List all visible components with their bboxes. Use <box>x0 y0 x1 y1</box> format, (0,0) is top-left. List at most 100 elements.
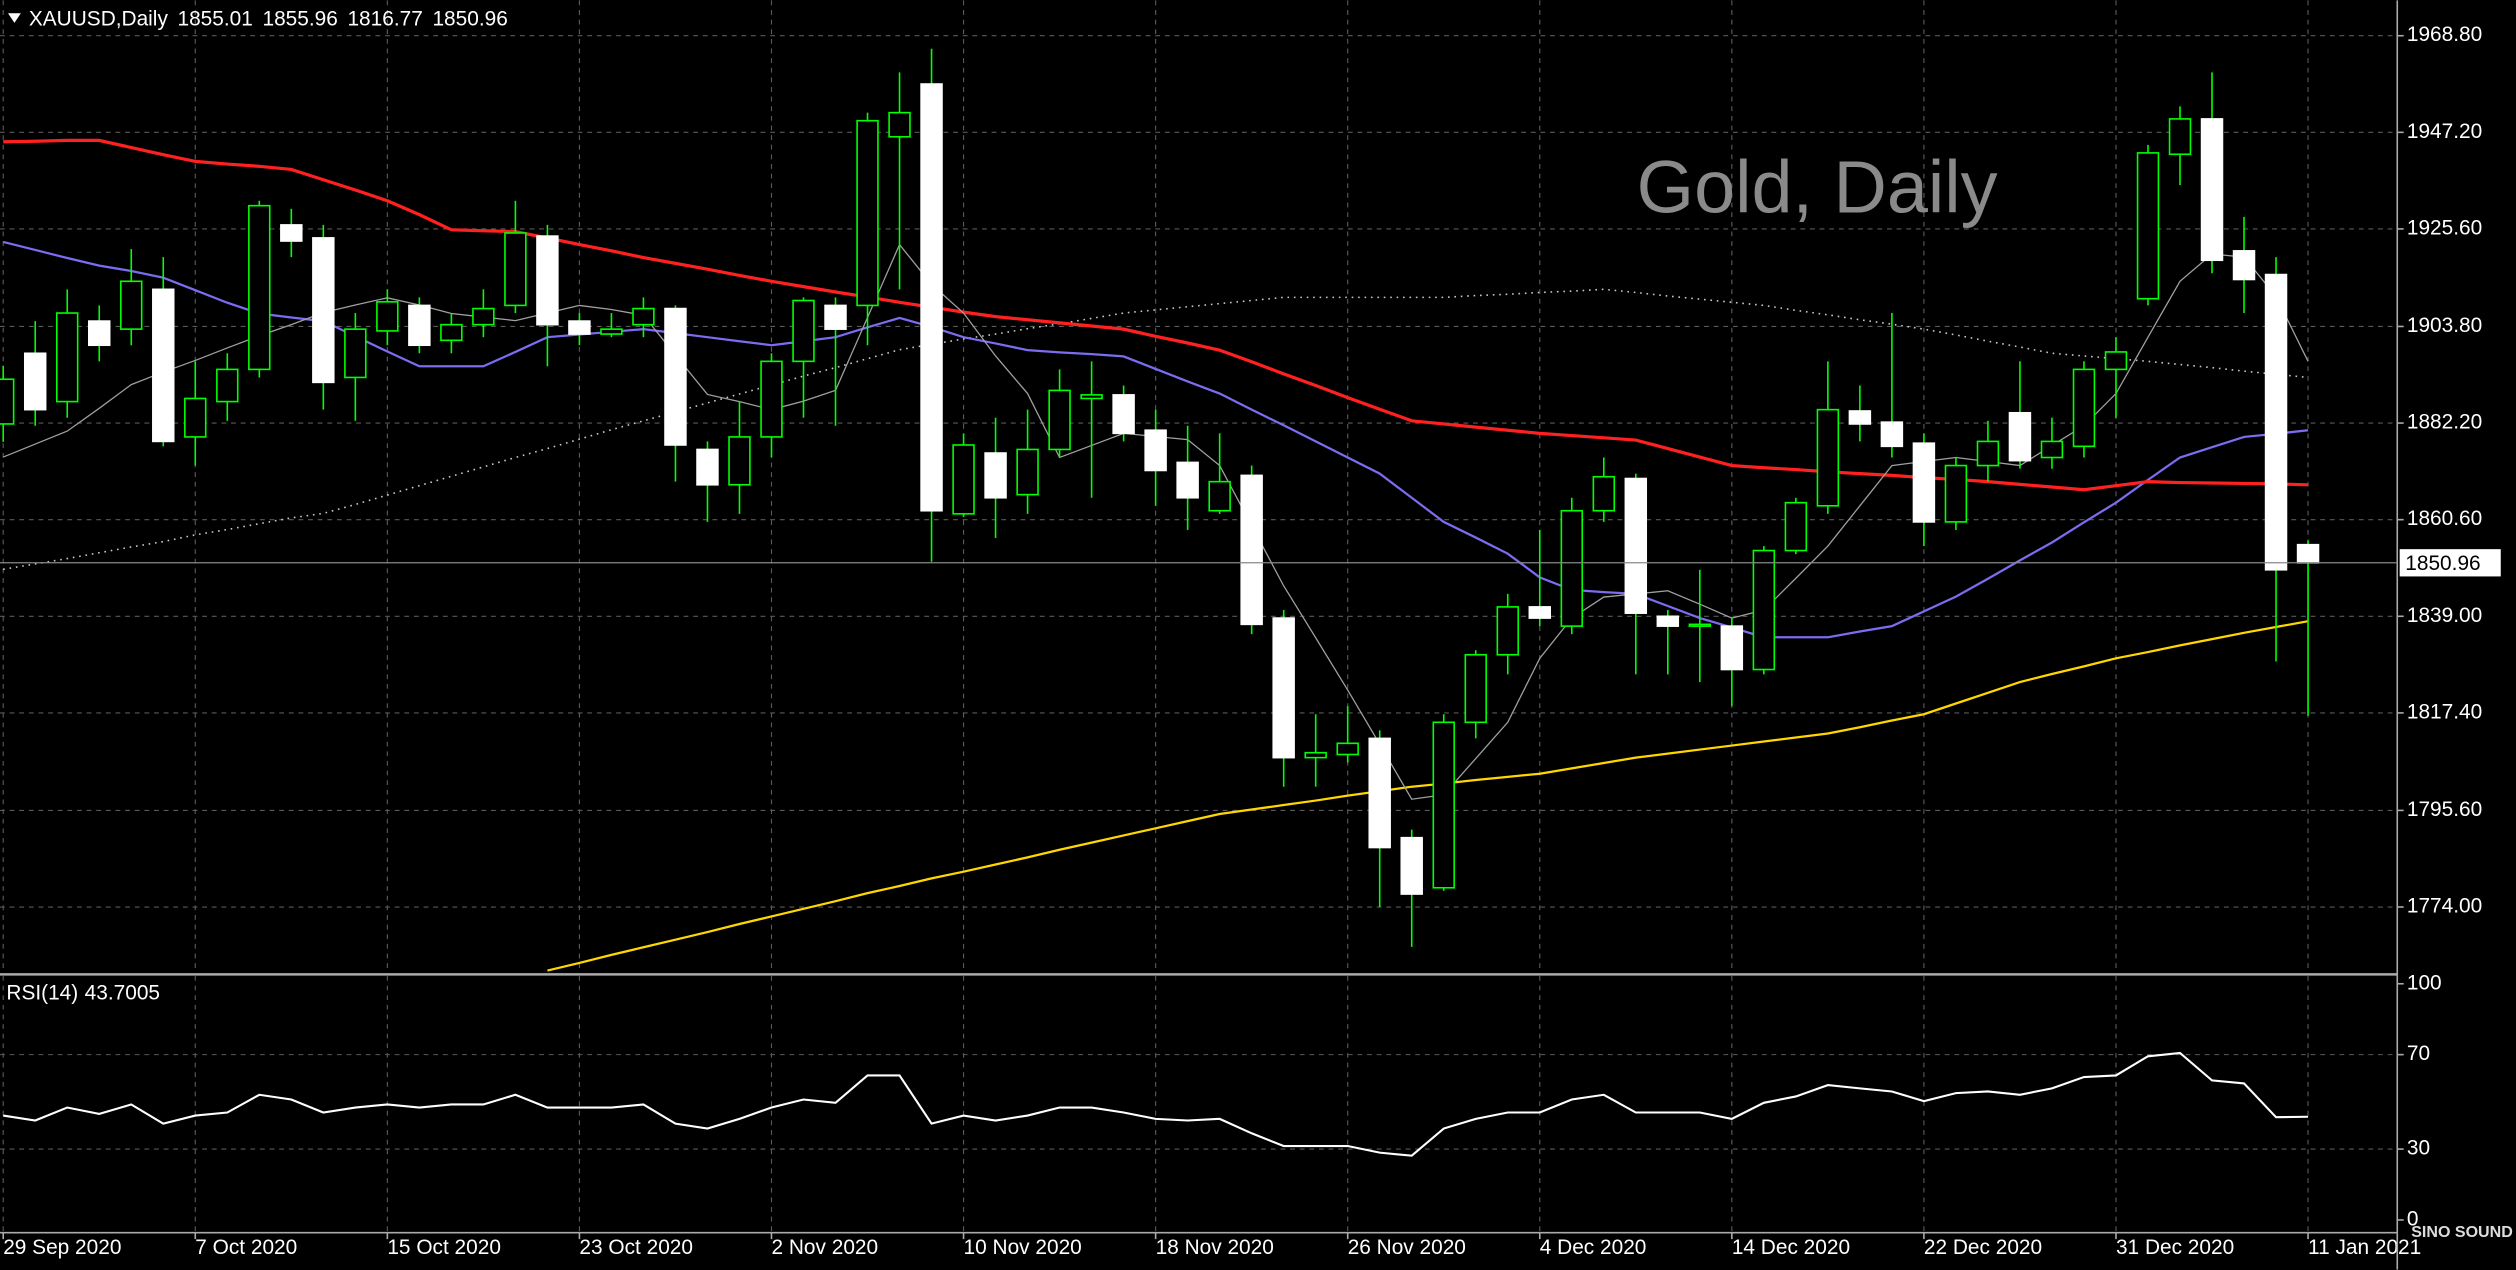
candle-body <box>472 307 495 326</box>
candle-body <box>2264 273 2288 571</box>
x-tick-label: 23 Oct 2020 <box>579 1236 693 1259</box>
y-tick-label: 1774.00 <box>2407 895 2482 918</box>
candle-body <box>568 320 591 335</box>
chart-header: XAUUSD,Daily 1855.01 1855.96 1816.77 1850.96 <box>29 7 508 30</box>
candle-body <box>1880 421 1904 448</box>
candle-body <box>1496 606 1519 656</box>
y-tick-label: 1839.00 <box>2407 604 2482 627</box>
candle-body <box>440 323 463 342</box>
x-tick-label: 31 Dec 2020 <box>2116 1236 2234 1259</box>
candle-body <box>696 448 719 486</box>
symbol: XAUUSD,Daily <box>29 7 169 30</box>
candle-body <box>88 320 111 347</box>
candle-body <box>2136 152 2160 300</box>
ohlc-high: 1855.96 <box>262 7 337 30</box>
indicator-name: RSI(14) <box>6 981 78 1004</box>
ohlc-low: 1816.77 <box>347 7 422 30</box>
candle-body <box>504 232 527 307</box>
candle-body <box>408 304 431 347</box>
candle-body <box>1848 410 1872 425</box>
y-tick-label: 70 <box>2407 1042 2430 1065</box>
candle-body <box>920 83 943 512</box>
y-tick-label: 30 <box>2407 1137 2430 1160</box>
indicator-value: 43.7005 <box>85 981 160 1004</box>
y-tick-label: 1795.60 <box>2407 798 2482 821</box>
x-tick-label: 7 Oct 2020 <box>195 1236 297 1259</box>
candle-body <box>1176 461 1199 499</box>
x-tick-label: 22 Dec 2020 <box>1924 1236 2042 1259</box>
candle-body <box>728 436 751 486</box>
menu-arrow[interactable] <box>8 13 21 23</box>
candle-body <box>952 444 975 515</box>
x-tick-label: 29 Sep 2020 <box>3 1236 121 1259</box>
price-tag-label: 1850.96 <box>2405 552 2480 575</box>
candle-body <box>2168 118 2192 156</box>
candle-body <box>1240 474 1263 626</box>
y-tick-label: 1947.20 <box>2407 120 2482 143</box>
price-tag <box>2398 547 2503 579</box>
candle-body <box>984 452 1007 499</box>
x-tick-label: 15 Oct 2020 <box>387 1236 501 1259</box>
candle-body <box>664 307 687 446</box>
ohlc-close: 1850.96 <box>432 7 507 30</box>
candle-body <box>792 299 815 363</box>
y-tick-label: 1903.80 <box>2407 314 2482 337</box>
candles <box>0 48 2320 947</box>
candle-body <box>23 352 47 411</box>
candle-body <box>1464 653 1487 724</box>
moving-average <box>547 620 2309 972</box>
candle-body <box>1304 751 1327 759</box>
candle-body <box>824 304 847 330</box>
y-tick-label: 1860.60 <box>2407 507 2482 530</box>
candle-body <box>2296 543 2320 564</box>
candle-body <box>280 224 303 242</box>
candle-body <box>1912 442 1936 523</box>
candle-body <box>760 360 783 438</box>
candle-body <box>312 237 335 384</box>
rsi-line <box>3 1051 2309 1157</box>
logo: SINO SOUND <box>2411 1223 2513 1241</box>
x-tick-label: 18 Nov 2020 <box>1156 1236 1274 1259</box>
candle-body <box>1624 477 1648 614</box>
candle-body <box>600 328 623 335</box>
candle-body <box>0 378 15 425</box>
candle-body <box>1048 389 1071 451</box>
candle-body <box>1016 448 1039 496</box>
candle-body <box>1944 464 1968 523</box>
candle-body <box>536 235 559 326</box>
y-tick-label: 1925.60 <box>2407 216 2482 239</box>
x-tick-label: 14 Dec 2020 <box>1732 1236 1850 1259</box>
candle-body <box>2104 351 2128 371</box>
candle-body <box>56 312 79 403</box>
rsi-header: RSI(14) 43.7005 <box>6 981 160 1004</box>
candle-body <box>248 204 271 371</box>
candle-body <box>856 119 879 307</box>
candle-body <box>1560 509 1584 627</box>
candle-body <box>1112 394 1135 435</box>
candle-body <box>1432 721 1455 889</box>
candle-body <box>1592 475 1616 512</box>
moving-average <box>2 240 2309 639</box>
candle-body <box>1784 501 1808 552</box>
moving-average <box>3 288 2309 571</box>
y-tick-label: 1968.80 <box>2407 23 2482 46</box>
candle-body <box>2232 250 2256 281</box>
candle-body <box>1336 742 1359 756</box>
x-tick-label: 26 Nov 2020 <box>1348 1236 1466 1259</box>
candle-body <box>1816 408 1840 507</box>
candle-body <box>216 368 239 403</box>
x-tick-label: 11 Jan 2021 <box>2308 1236 2421 1259</box>
candle-body <box>2008 411 2032 462</box>
candle-body <box>120 280 143 330</box>
x-tick-label: 4 Dec 2020 <box>1540 1236 1647 1259</box>
candle-body <box>888 111 911 138</box>
candle-body <box>1720 625 1744 671</box>
candle-body <box>1976 440 2000 467</box>
candle-body <box>2072 368 2096 448</box>
candle-body <box>1368 737 1391 849</box>
y-tick-label: 1817.40 <box>2407 700 2482 723</box>
candle-body <box>1208 480 1231 512</box>
